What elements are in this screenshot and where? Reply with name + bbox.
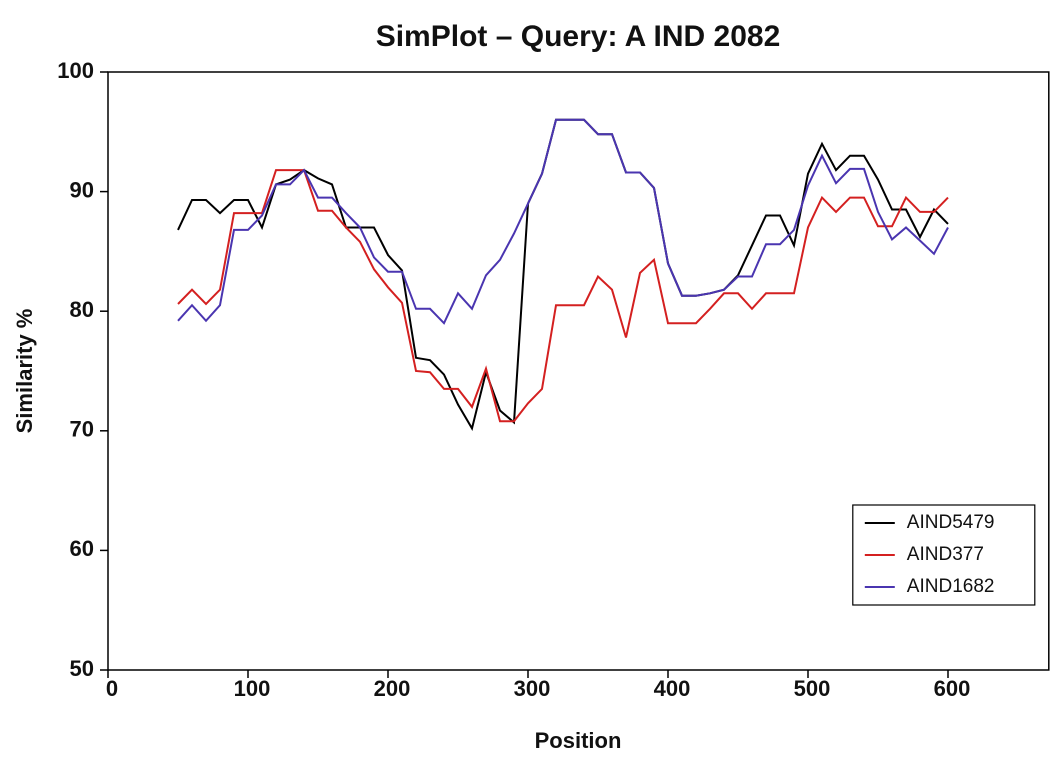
series-line bbox=[177, 118, 949, 432]
x-tick-label: 100 bbox=[234, 676, 271, 701]
x-tick-label: 200 bbox=[374, 676, 411, 701]
x-tick-label: 600 bbox=[934, 676, 971, 701]
chart-title: SimPlot – Query: A IND 2082 bbox=[376, 20, 781, 53]
legend-label: AIND377 bbox=[907, 544, 984, 565]
y-tick-label: 90 bbox=[70, 177, 94, 202]
y-tick-label: 100 bbox=[57, 58, 94, 83]
x-tick-label: 500 bbox=[794, 676, 831, 701]
y-axis-label: Similarity % bbox=[12, 309, 37, 434]
plot-frame bbox=[107, 71, 1050, 671]
y-tick-label: 70 bbox=[70, 417, 94, 442]
y-tick-label: 50 bbox=[70, 656, 94, 681]
y-tick-label: 60 bbox=[70, 536, 94, 561]
legend-label: AIND5479 bbox=[907, 512, 995, 533]
series-line bbox=[177, 169, 949, 423]
series-line bbox=[177, 118, 949, 325]
x-axis-label: Position bbox=[535, 728, 622, 753]
legend-label: AIND1682 bbox=[907, 576, 995, 597]
x-tick-label: 400 bbox=[654, 676, 691, 701]
x-tick-label: 300 bbox=[514, 676, 551, 701]
y-tick-label: 80 bbox=[70, 297, 94, 322]
x-tick-label: 0 bbox=[106, 676, 118, 701]
